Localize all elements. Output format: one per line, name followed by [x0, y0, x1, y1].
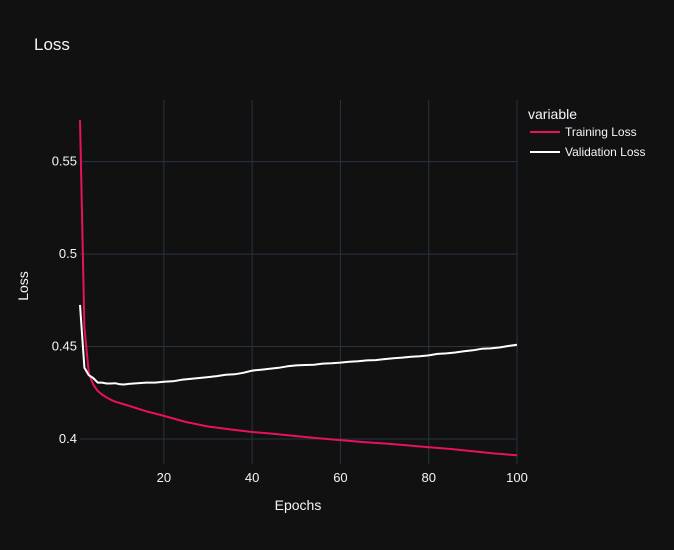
series-line-0: [79, 119, 518, 457]
y-axis-ticks: 0.4 0.45 0.5 0.55: [52, 154, 77, 446]
plot-area: [79, 119, 518, 457]
x-tick-label: 60: [333, 470, 347, 485]
chart-title: Loss: [34, 35, 70, 54]
y-axis-title: Loss: [15, 271, 31, 301]
grid: [80, 100, 518, 464]
legend-label-1: Validation Loss: [565, 145, 646, 159]
series-line-1: [79, 304, 518, 386]
y-tick-label: 0.4: [59, 431, 77, 446]
x-tick-label: 80: [421, 470, 435, 485]
legend-label-0: Training Loss: [565, 125, 637, 139]
x-tick-label: 100: [506, 470, 528, 485]
y-tick-label: 0.55: [52, 154, 77, 169]
legend-title: variable: [528, 106, 577, 122]
y-tick-label: 0.45: [52, 339, 77, 354]
y-tick-label: 0.5: [59, 246, 77, 261]
x-axis-title: Epochs: [275, 497, 322, 513]
x-axis-ticks: 20 40 60 80 100: [157, 470, 528, 485]
x-tick-label: 20: [157, 470, 171, 485]
x-tick-label: 40: [245, 470, 259, 485]
legend: variable Training Loss Validation Loss: [528, 106, 646, 159]
